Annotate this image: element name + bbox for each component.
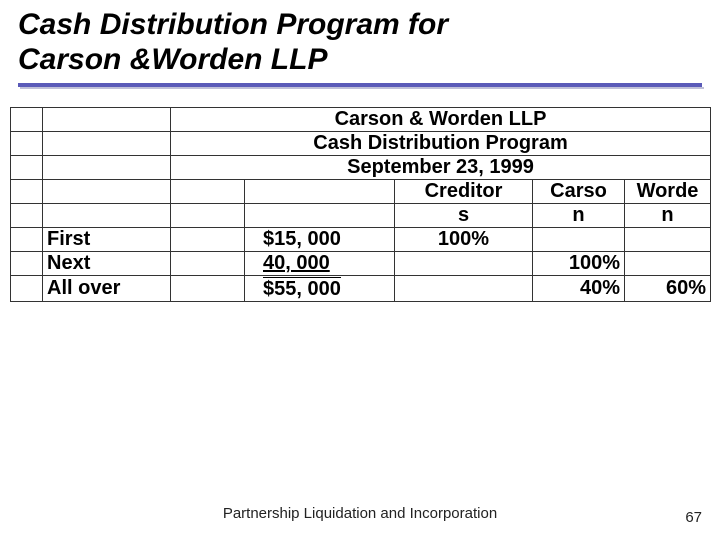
row-allover: All over $55, 000 40% 60% <box>11 276 711 302</box>
distribution-table: Carson & Worden LLP Cash Distribution Pr… <box>10 107 711 302</box>
slide-title: Cash Distribution Program for Carson &Wo… <box>18 8 702 77</box>
page-number: 67 <box>685 509 702 526</box>
col-carson-l2: n <box>533 204 625 228</box>
amount-allover: $55, 000 <box>245 276 395 302</box>
col-creditors-l1: Creditor <box>395 180 533 204</box>
worden-next <box>625 252 711 276</box>
title-underline-shadow <box>20 87 704 89</box>
slide-title-block: Cash Distribution Program for Carson &Wo… <box>0 0 720 95</box>
worden-first <box>625 228 711 252</box>
creditors-first: 100% <box>395 228 533 252</box>
label-next: Next <box>43 252 171 276</box>
carson-first <box>533 228 625 252</box>
title-line-1: Cash Distribution Program for <box>18 8 448 41</box>
amount-first: $15, 000 <box>245 228 395 252</box>
creditors-allover <box>395 276 533 302</box>
amount-next: 40, 000 <box>245 252 395 276</box>
worden-allover: 60% <box>625 276 711 302</box>
program-cell: Cash Distribution Program <box>171 132 711 156</box>
creditors-next <box>395 252 533 276</box>
col-carson-l1: Carso <box>533 180 625 204</box>
amount-allover-text: $55, 000 <box>263 277 341 300</box>
label-first: First <box>43 228 171 252</box>
company-cell: Carson & Worden LLP <box>171 108 711 132</box>
header-row-date: September 23, 1999 <box>11 156 711 180</box>
carson-allover: 40% <box>533 276 625 302</box>
title-line-2: Carson &Worden LLP <box>18 43 327 76</box>
col-worden-l1: Worde <box>625 180 711 204</box>
amount-next-text: 40, 000 <box>263 252 330 274</box>
col-worden-l2: n <box>625 204 711 228</box>
label-allover: All over <box>43 276 171 302</box>
distribution-table-wrap: Carson & Worden LLP Cash Distribution Pr… <box>10 107 710 302</box>
row-next: Next 40, 000 100% <box>11 252 711 276</box>
header-row-program: Cash Distribution Program <box>11 132 711 156</box>
column-header-row-2: s n n <box>11 204 711 228</box>
date-cell: September 23, 1999 <box>171 156 711 180</box>
row-first: First $15, 000 100% <box>11 228 711 252</box>
carson-next: 100% <box>533 252 625 276</box>
col-creditors-l2: s <box>395 204 533 228</box>
header-row-company: Carson & Worden LLP <box>11 108 711 132</box>
footer-text: Partnership Liquidation and Incorporatio… <box>0 505 720 522</box>
column-header-row-1: Creditor Carso Worde <box>11 180 711 204</box>
